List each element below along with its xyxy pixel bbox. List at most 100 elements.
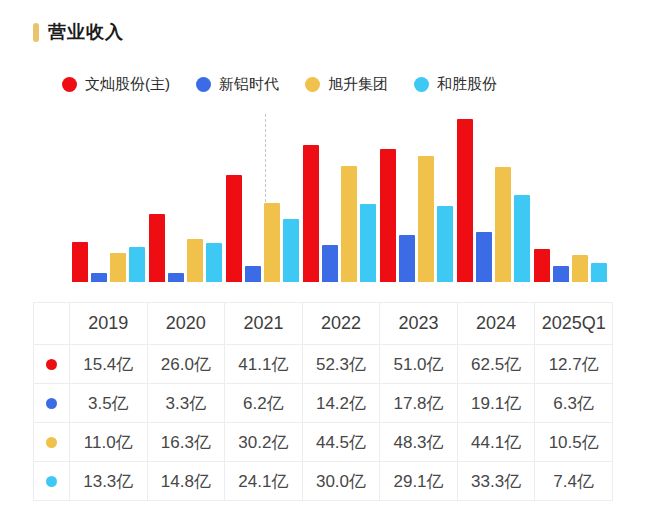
- bar: [226, 175, 242, 282]
- revenue-table: 2019202020212022202320242025Q1 15.4亿26.0…: [33, 302, 613, 501]
- table-cell: 19.1亿: [457, 384, 535, 423]
- table-cell: 15.4亿: [70, 345, 148, 384]
- series-dot-cell: [34, 423, 70, 462]
- table-header: 2019202020212022202320242025Q1: [34, 303, 613, 345]
- table-header-cell: 2022: [302, 303, 380, 345]
- table-cell: 29.1亿: [380, 462, 458, 501]
- bar-group-2021: [226, 175, 299, 282]
- legend-item-label: 和胜股份: [437, 75, 497, 94]
- table-cell: 16.3亿: [147, 423, 225, 462]
- table-cell: 44.5亿: [302, 423, 380, 462]
- bar-group-2019: [72, 242, 145, 282]
- legend-item-4[interactable]: 和胜股份: [414, 75, 497, 94]
- table-cell: 52.3亿: [302, 345, 380, 384]
- legend-dot-icon: [62, 77, 77, 92]
- bar: [187, 239, 203, 282]
- table-row: 15.4亿26.0亿41.1亿52.3亿51.0亿62.5亿12.7亿: [34, 345, 613, 384]
- table-header-cell: 2025Q1: [535, 303, 613, 345]
- bar: [91, 273, 107, 282]
- table-cell: 30.2亿: [225, 423, 303, 462]
- table-cell: 17.8亿: [380, 384, 458, 423]
- series-dot-icon: [46, 476, 57, 487]
- bar-group-2025Q1: [534, 249, 607, 282]
- table-cell: 3.3亿: [147, 384, 225, 423]
- table-cell: 7.4亿: [535, 462, 613, 501]
- legend-item-label: 旭升集团: [328, 75, 388, 94]
- table-cell: 14.8亿: [147, 462, 225, 501]
- legend-item-1[interactable]: 文灿股份(主): [62, 75, 170, 94]
- table-cell: 44.1亿: [457, 423, 535, 462]
- table-cell: 33.3亿: [457, 462, 535, 501]
- legend-item-label: 文灿股份(主): [85, 75, 170, 94]
- table-cell: 13.3亿: [70, 462, 148, 501]
- bar: [514, 195, 530, 282]
- series-dot-icon: [46, 359, 57, 370]
- bar: [495, 167, 511, 282]
- bar: [591, 263, 607, 282]
- bar: [110, 253, 126, 282]
- table-cell: 14.2亿: [302, 384, 380, 423]
- bar: [322, 245, 338, 282]
- bar: [476, 232, 492, 282]
- table-row: 13.3亿14.8亿24.1亿30.0亿29.1亿33.3亿7.4亿: [34, 462, 613, 501]
- table-cell: 62.5亿: [457, 345, 535, 384]
- series-dot-icon: [46, 437, 57, 448]
- bar: [168, 273, 184, 282]
- bar: [553, 266, 569, 282]
- table-header-cell: 2024: [457, 303, 535, 345]
- table-cell: 41.1亿: [225, 345, 303, 384]
- table-row: 11.0亿16.3亿30.2亿44.5亿48.3亿44.1亿10.5亿: [34, 423, 613, 462]
- legend-item-label: 新铝时代: [219, 75, 279, 94]
- series-dot-icon: [46, 398, 57, 409]
- bar: [399, 235, 415, 282]
- bar: [437, 206, 453, 282]
- bar-group-2024: [457, 119, 530, 282]
- chart-legend: 文灿股份(主) 新铝时代 旭升集团 和胜股份: [62, 75, 497, 94]
- table-body: 15.4亿26.0亿41.1亿52.3亿51.0亿62.5亿12.7亿3.5亿3…: [34, 345, 613, 501]
- series-dot-cell: [34, 345, 70, 384]
- table-cell: 6.2亿: [225, 384, 303, 423]
- bar: [245, 266, 261, 282]
- legend-dot-icon: [196, 77, 211, 92]
- legend-dot-icon: [305, 77, 320, 92]
- bar: [457, 119, 473, 282]
- table-header-cell: 2023: [380, 303, 458, 345]
- table-cell: 11.0亿: [70, 423, 148, 462]
- bar-chart: [72, 112, 617, 282]
- table-header-dot-col: [34, 303, 70, 345]
- bar: [264, 203, 280, 282]
- legend-item-2[interactable]: 新铝时代: [196, 75, 279, 94]
- bar: [534, 249, 550, 282]
- series-dot-cell: [34, 462, 70, 501]
- table-cell: 10.5亿: [535, 423, 613, 462]
- table-cell: 6.3亿: [535, 384, 613, 423]
- table-row: 3.5亿3.3亿6.2亿14.2亿17.8亿19.1亿6.3亿: [34, 384, 613, 423]
- bar: [149, 214, 165, 282]
- bar: [418, 156, 434, 282]
- series-dot-cell: [34, 384, 70, 423]
- bar: [380, 149, 396, 282]
- bar-group-2020: [149, 214, 222, 282]
- table-header-row: 2019202020212022202320242025Q1: [34, 303, 613, 345]
- bar: [283, 219, 299, 282]
- table-header-cell: 2019: [70, 303, 148, 345]
- table-header-cell: 2020: [147, 303, 225, 345]
- legend-item-3[interactable]: 旭升集团: [305, 75, 388, 94]
- table-cell: 26.0亿: [147, 345, 225, 384]
- table-cell: 3.5亿: [70, 384, 148, 423]
- bar: [360, 204, 376, 282]
- bar: [572, 255, 588, 282]
- table-cell: 12.7亿: [535, 345, 613, 384]
- bar: [129, 247, 145, 282]
- bar: [206, 243, 222, 282]
- bar-group-2022: [303, 145, 376, 282]
- bar: [72, 242, 88, 282]
- table-header-cell: 2021: [225, 303, 303, 345]
- page-title: 营业收入: [48, 20, 124, 44]
- bar: [341, 166, 357, 282]
- table-cell: 51.0亿: [380, 345, 458, 384]
- legend-dot-icon: [414, 77, 429, 92]
- section-header: 营业收入: [33, 20, 124, 44]
- table-cell: 24.1亿: [225, 462, 303, 501]
- table-cell: 48.3亿: [380, 423, 458, 462]
